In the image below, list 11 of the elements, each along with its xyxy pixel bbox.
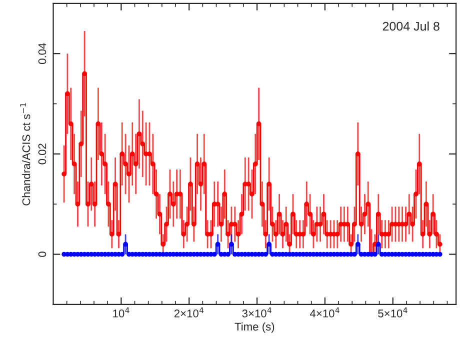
x-tick-label: 10$^{4}$ (113, 307, 130, 318)
y-tick-label: 0.04 (38, 43, 46, 64)
annotation: 2004 Jul 8 (382, 22, 440, 31)
x-tick-label: 2×10$^{4}$ (174, 307, 204, 318)
x-tick-label: 5×10$^{4}$ (378, 307, 408, 318)
x-tick-label: 4×10$^{4}$ (310, 307, 340, 318)
x-axis-title: Time (s) (234, 322, 274, 333)
y-axis-title: Chandra/ACIS ct s$^{−1}$ (20, 103, 30, 206)
x-tick-label: 3×10$^{4}$ (242, 307, 272, 318)
y-tick-label: 0 (38, 252, 46, 257)
y-tick-label: 0.02 (38, 144, 46, 164)
